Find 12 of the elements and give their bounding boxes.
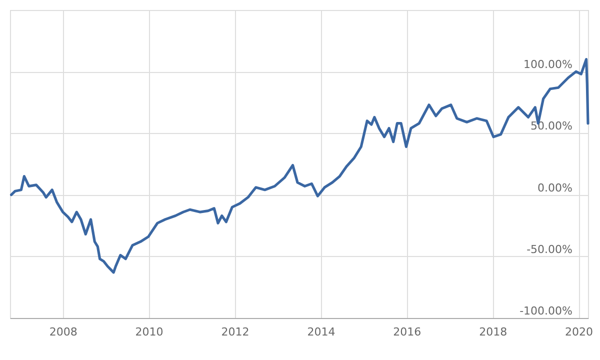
y-tick-label: 50.00% bbox=[530, 120, 572, 133]
y-tick-label: -50.00% bbox=[526, 242, 572, 256]
x-tick-label: 2020 bbox=[565, 326, 594, 338]
x-tick-label: 2016 bbox=[393, 326, 422, 338]
y-tick-label: -100.00% bbox=[520, 304, 572, 318]
x-tick-label: 2008 bbox=[49, 326, 78, 338]
x-tick-label: 2018 bbox=[479, 326, 508, 338]
x-tick-label: 2012 bbox=[221, 326, 250, 338]
x-tick-label: 2010 bbox=[135, 326, 164, 338]
x-tick-label: 2014 bbox=[307, 326, 336, 338]
y-tick-label: 100.00% bbox=[524, 58, 572, 72]
y-tick-label: 0.00% bbox=[538, 181, 572, 194]
